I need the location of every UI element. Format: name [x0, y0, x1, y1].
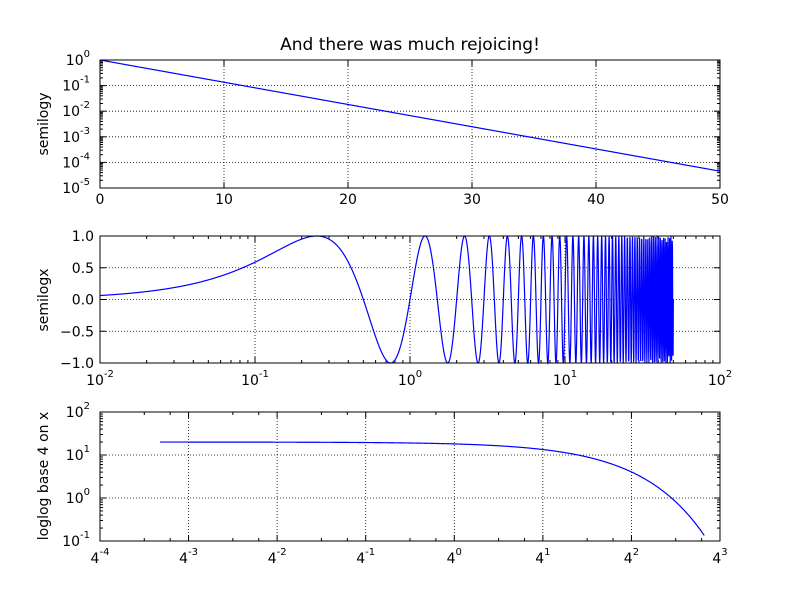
- semilogx-x-tick-label-exponent: 1: [571, 369, 577, 380]
- semilogy-x-tick-label: 50: [711, 192, 729, 208]
- semilogy-y-tick-label-base: 10: [62, 130, 80, 146]
- semilogx-x-tick-label-exponent: 0: [416, 369, 422, 380]
- semilogy-y-tick-label: 10-2: [62, 100, 90, 120]
- semilogx-x-tick-label-exponent: -1: [259, 369, 269, 380]
- semilogy-y-tick-label-base: 10: [62, 79, 80, 95]
- loglog-x-tick-label-base: 4: [712, 551, 721, 567]
- loglog-y-tick-label-base: 10: [66, 491, 84, 507]
- semilogx-x-tick-label-base: 10: [86, 373, 104, 389]
- loglog-y-tick-label-exponent: 0: [84, 487, 90, 498]
- semilogy-y-tick-label: 10-1: [62, 75, 90, 95]
- semilogy-x-tick-label: 0: [96, 192, 105, 208]
- loglog-x-tick-label-base: 4: [91, 551, 100, 567]
- semilogy-x-tick-label: 20: [339, 192, 357, 208]
- semilogx-y-axis-label: semilogx: [36, 268, 52, 331]
- semilogy-series-line: [100, 59, 721, 172]
- loglog-x-tick-label-exponent: -3: [188, 547, 198, 558]
- semilogx-x-tick-label-base: 10: [553, 373, 571, 389]
- semilogy-y-tick-label-exponent: -3: [80, 126, 90, 137]
- loglog-x-tick-label-base: 4: [624, 551, 633, 567]
- loglog-x-tick-label-exponent: 0: [456, 547, 462, 558]
- semilogy-y-tick-label: 10-5: [62, 177, 90, 197]
- loglog-x-tick-label: 40: [447, 547, 462, 567]
- loglog-y-tick-label-base: 10: [66, 448, 84, 464]
- loglog-x-tick-label-exponent: 3: [721, 547, 727, 558]
- semilogy-y-tick-label: 10-3: [62, 126, 90, 146]
- loglog-x-tick-label-base: 4: [535, 551, 544, 567]
- loglog-axes-frame: [99, 411, 721, 542]
- loglog-x-tick-label: 4-4: [91, 547, 110, 567]
- loglog-x-tick-label-base: 4: [179, 551, 188, 567]
- loglog-x-tick-label: 4-3: [179, 547, 198, 567]
- semilogx-x-tick-label-base: 10: [398, 373, 416, 389]
- semilogy-y-tick-label-base: 10: [62, 155, 80, 171]
- semilogy-axes-frame: [99, 59, 721, 189]
- loglog-x-tick-label-base: 4: [268, 551, 277, 567]
- semilogx-series-line: [99, 234, 674, 366]
- loglog-y-tick-label: 101: [66, 444, 90, 464]
- semilogx-y-tick-label: 1.0: [72, 229, 94, 245]
- loglog-x-tick-label-exponent: 1: [544, 547, 550, 558]
- loglog-x-tick-label: 43: [712, 547, 727, 567]
- semilogy-y-tick-label-exponent: -1: [80, 75, 90, 86]
- semilogy-x-tick-label: 30: [463, 192, 481, 208]
- semilogy-y-tick-label-exponent: -5: [80, 177, 90, 188]
- loglog-x-tick-label-exponent: -4: [99, 547, 109, 558]
- loglog-y-axis-label: loglog base 4 on x: [36, 412, 52, 541]
- semilogy-y-tick-label: 100: [66, 49, 90, 69]
- semilogy-y-axis-label: semilogy: [36, 92, 52, 155]
- semilogx-x-tick-label-exponent: -2: [104, 369, 114, 380]
- loglog-x-tick-label: 4-2: [268, 547, 287, 567]
- semilogy-y-tick-label-exponent: -4: [80, 151, 90, 162]
- loglog-y-tick-label: 100: [66, 487, 90, 507]
- semilogx-y-tick-label: −0.5: [60, 324, 94, 340]
- loglog-x-tick-label-base: 4: [447, 551, 456, 567]
- semilogx-x-tick-label: 10-2: [86, 369, 114, 389]
- semilogy-y-tick-label-base: 10: [66, 53, 84, 69]
- semilogy-y-tick-label-base: 10: [62, 104, 80, 120]
- loglog-y-tick-label: 102: [66, 401, 90, 421]
- loglog-x-tick-label: 4-1: [356, 547, 375, 567]
- loglog-y-tick-label-exponent: 2: [84, 401, 90, 412]
- semilogx-y-tick-label: 0.0: [72, 293, 94, 309]
- loglog-y-tick-label-exponent: 1: [84, 444, 90, 455]
- loglog-x-tick-label-exponent: -2: [277, 547, 287, 558]
- loglog-x-tick-label-exponent: 2: [633, 547, 639, 558]
- semilogy-y-tick-label-exponent: 0: [84, 49, 90, 60]
- semilogx-x-tick-label: 101: [553, 369, 577, 389]
- loglog-x-tick-label-base: 4: [356, 551, 365, 567]
- chart-title: And there was much rejoicing!: [280, 35, 540, 55]
- semilogx-x-tick-label: 102: [708, 369, 732, 389]
- semilogx-x-tick-label-exponent: 2: [726, 369, 732, 380]
- semilogx-y-tick-label: −1.0: [60, 356, 94, 372]
- semilogy-y-tick-label-exponent: -2: [80, 100, 90, 111]
- loglog-y-tick-label: 10-1: [62, 530, 90, 550]
- semilogx-x-tick-label: 100: [398, 369, 422, 389]
- loglog-x-tick-label: 41: [535, 547, 550, 567]
- loglog-y-tick-label-base: 10: [62, 534, 80, 550]
- semilogx-y-tick-label: 0.5: [72, 261, 94, 277]
- semilogy-x-tick-label: 10: [215, 192, 233, 208]
- loglog-x-tick-label: 42: [624, 547, 639, 567]
- semilogy-y-tick-label: 10-4: [62, 151, 90, 171]
- loglog-series-line: [160, 441, 705, 536]
- loglog-y-tick-label-exponent: -1: [80, 530, 90, 541]
- semilogx-x-tick-label: 10-1: [241, 369, 269, 389]
- semilogx-axes-frame: [99, 235, 721, 364]
- loglog-x-tick-label-exponent: -1: [365, 547, 375, 558]
- semilogx-x-tick-label-base: 10: [708, 373, 726, 389]
- loglog-y-tick-label-base: 10: [66, 405, 84, 421]
- semilogy-y-tick-label-base: 10: [62, 181, 80, 197]
- semilogy-x-tick-label: 40: [587, 192, 605, 208]
- semilogx-x-tick-label-base: 10: [241, 373, 259, 389]
